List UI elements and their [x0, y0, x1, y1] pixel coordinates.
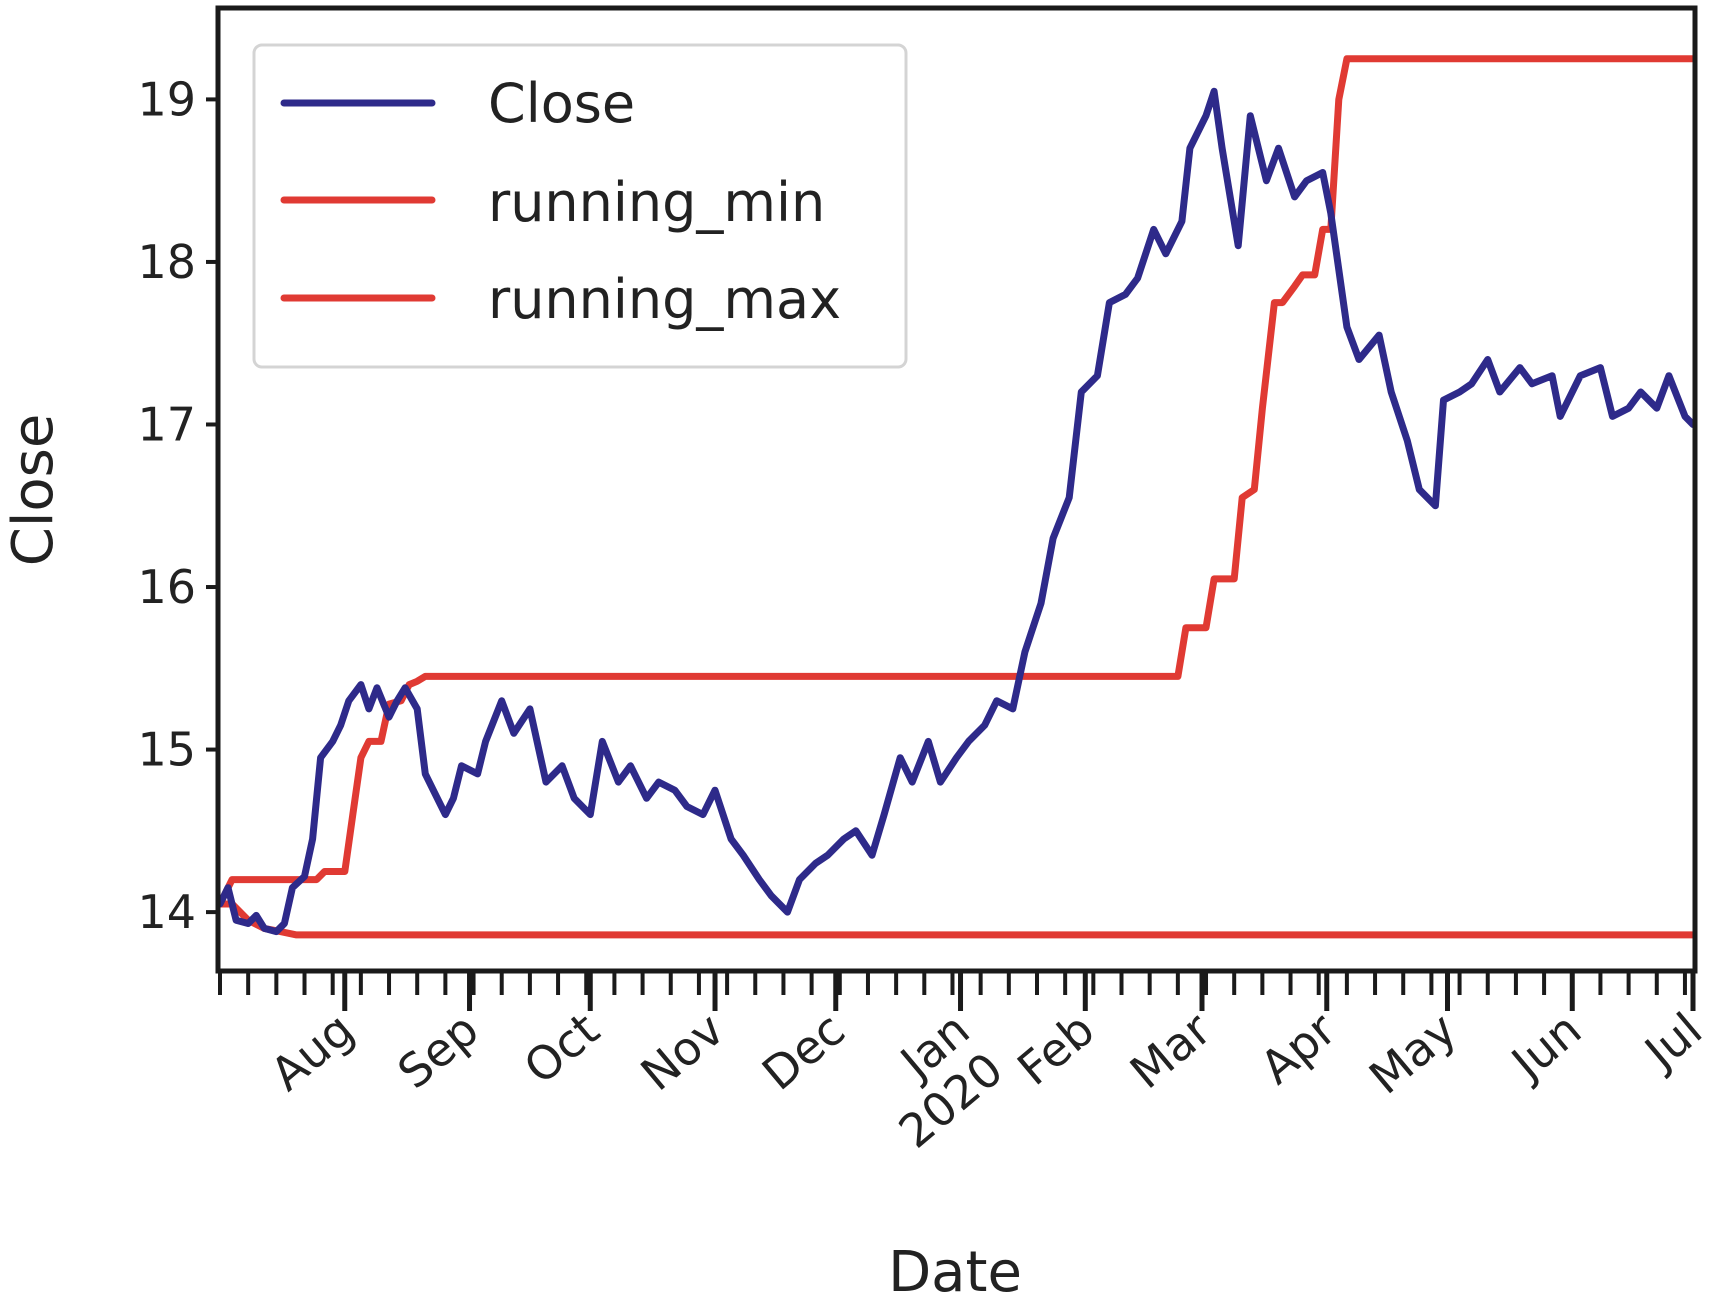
x-tick-label: Oct	[514, 1002, 610, 1094]
y-tick-label: 14	[137, 885, 196, 939]
x-tick-label-line: Jun	[1499, 1002, 1591, 1091]
x-tick-label-line: May	[1359, 1002, 1467, 1105]
plot-frame	[215, 5, 1698, 974]
legend-label-running-min: running_min	[488, 171, 825, 234]
series-line-running-min	[216, 900, 1697, 939]
x-tick-label: Jul	[1633, 1002, 1713, 1081]
x-tick-label: Feb	[1007, 1002, 1104, 1096]
y-axis: 14 15 16 17 18 19	[137, 72, 218, 939]
x-tick-label: May	[1359, 1002, 1467, 1105]
x-tick-label: Apr	[1250, 1002, 1346, 1095]
legend-label-close: Close	[488, 72, 635, 135]
x-tick-label-line: Dec	[752, 1002, 855, 1101]
y-tick-label: 19	[137, 72, 196, 126]
x-tick-label-line: Oct	[514, 1002, 610, 1094]
legend: Close running_min running_max	[252, 43, 908, 369]
series-layer	[216, 55, 1697, 939]
x-tick-label: Jun	[1499, 1002, 1591, 1091]
y-tick-label: 17	[137, 397, 196, 451]
y-tick-label: 15	[137, 723, 196, 777]
legend-box	[252, 43, 908, 369]
y-tick-label: 16	[137, 560, 196, 614]
y-axis-title: Close	[1, 414, 66, 567]
x-axis-title: Date	[888, 1240, 1022, 1302]
x-tick-label: Aug	[260, 1002, 364, 1101]
x-tick-label: Sep	[387, 1002, 488, 1099]
x-tick-label-line: Jul	[1633, 1002, 1713, 1081]
legend-label-running-max: running_max	[488, 268, 841, 331]
x-tick-label-line: Feb	[1007, 1002, 1104, 1096]
x-tick-label-line: Mar	[1120, 1002, 1221, 1099]
x-tick-label: Dec	[752, 1002, 855, 1101]
series-line-close	[216, 87, 1697, 936]
x-tick-label: Jan2020	[855, 1002, 1013, 1158]
x-tick-label-line: Sep	[387, 1002, 488, 1099]
x-tick-label-line: Apr	[1250, 1002, 1346, 1095]
y-tick-label: 18	[137, 235, 196, 289]
x-tick-label: Nov	[631, 1002, 734, 1101]
series-line-running-max	[216, 55, 1697, 908]
x-tick-label-line: Aug	[260, 1002, 364, 1101]
x-tick-label-line: Nov	[631, 1002, 734, 1101]
x-tick-label: Mar	[1120, 1002, 1221, 1099]
